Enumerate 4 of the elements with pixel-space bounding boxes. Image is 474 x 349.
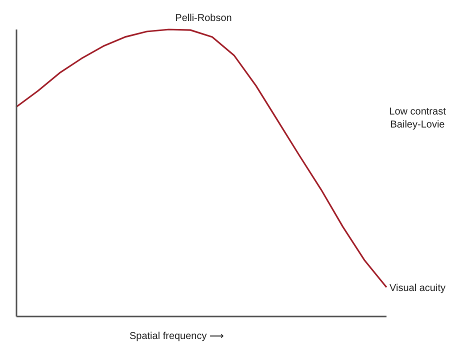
text: Low contrast Bailey-Lovie [389,106,446,131]
x-axis-title: Spatial frequency ⟶ [129,331,224,342]
text: Visual acuity [390,283,446,294]
text: Pelli-Robson [175,13,232,24]
